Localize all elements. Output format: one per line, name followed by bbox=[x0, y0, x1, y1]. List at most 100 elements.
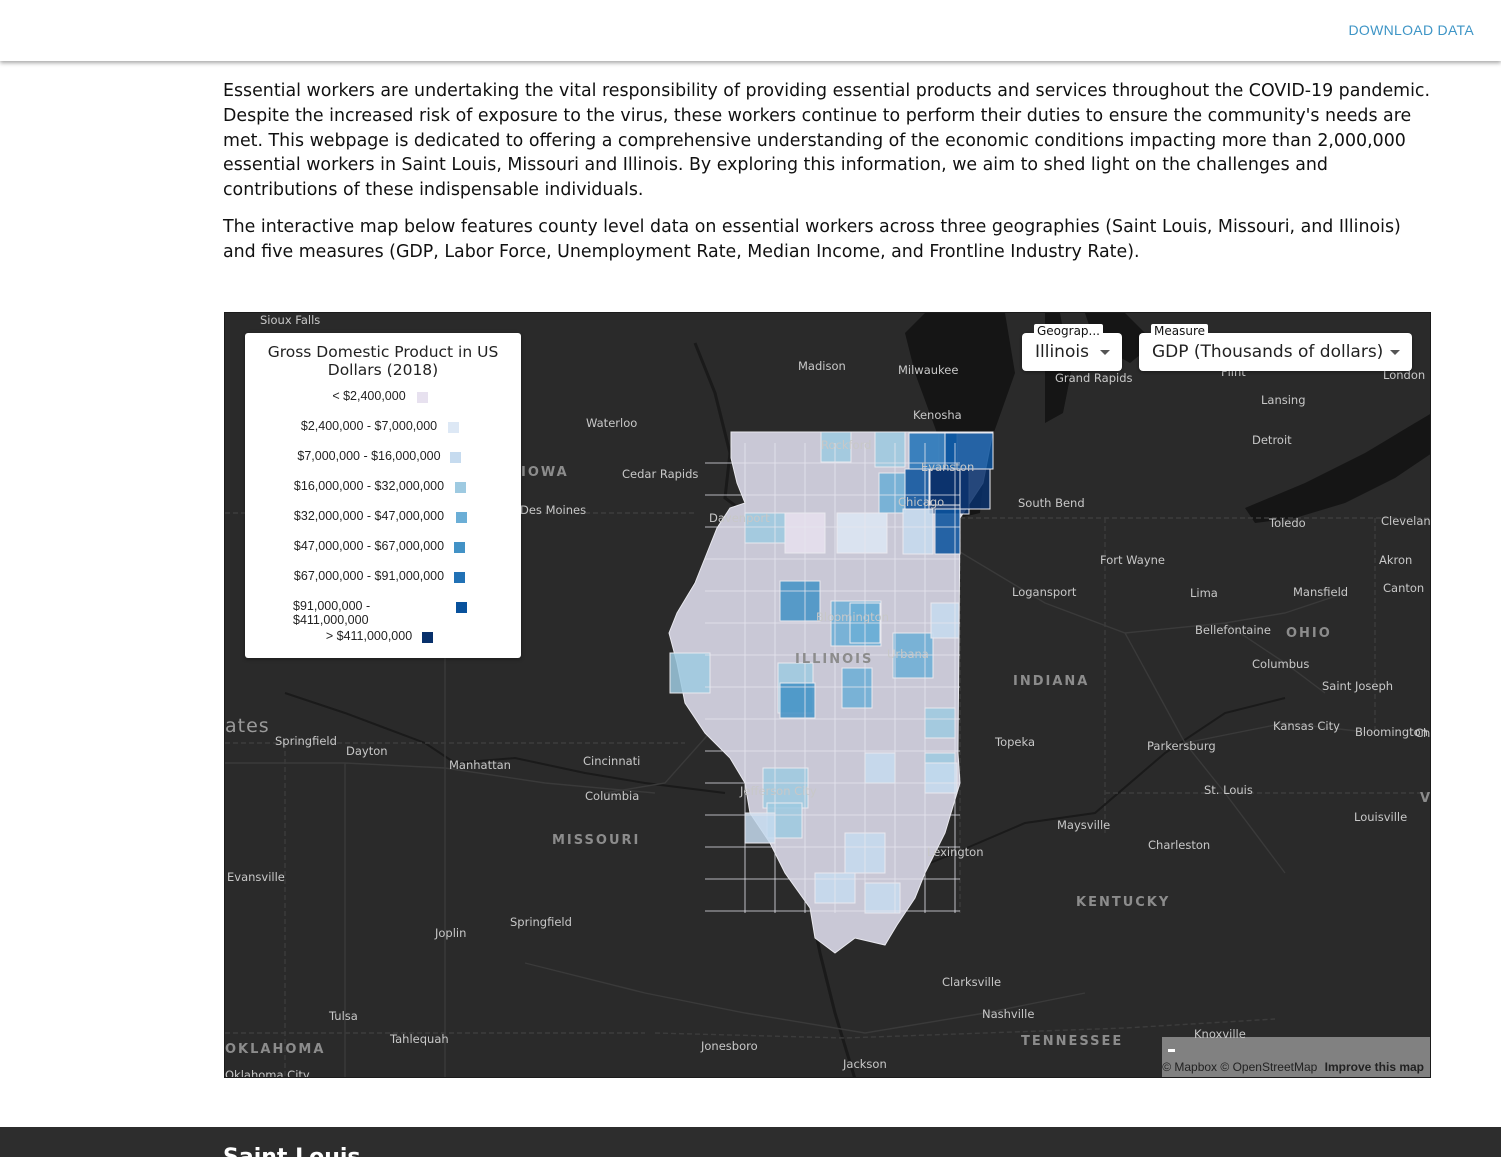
city-label: Akron bbox=[1379, 553, 1413, 567]
city-label: Bellefontaine bbox=[1195, 623, 1271, 637]
region-label: MISSOURI bbox=[552, 833, 641, 848]
interactive-map[interactable]: Sioux Falls Madison Milwaukee Grand Rapids F… bbox=[224, 312, 1431, 1078]
city-label: Saint Joseph bbox=[1322, 679, 1394, 693]
city-label: Nashville bbox=[982, 1007, 1035, 1021]
city-label: Fort Wayne bbox=[1100, 553, 1165, 567]
legend-title: Gross Domestic Product in US Dollars (20… bbox=[267, 343, 499, 379]
region-label: ILLINOIS bbox=[795, 652, 874, 667]
legend-swatch bbox=[456, 602, 467, 613]
city-label: Springfield bbox=[275, 734, 337, 748]
city-label: Evanston bbox=[921, 460, 975, 474]
city-label: Mansfield bbox=[1293, 585, 1349, 599]
legend-item: $16,000,000 - $32,000,000 bbox=[245, 479, 521, 497]
city-label: Evansville bbox=[227, 870, 285, 884]
city-label: Maysville bbox=[1057, 818, 1111, 832]
legend-item-label: < $2,400,000 bbox=[332, 389, 406, 403]
measure-select[interactable]: Measure GDP (Thousands of dollars) bbox=[1139, 324, 1412, 371]
legend-item-label: $91,000,000 - $411,000,000 bbox=[293, 599, 371, 627]
city-label: Tulsa bbox=[329, 1009, 358, 1023]
footer: Saint Louis bbox=[0, 1127, 1501, 1170]
intro-text: Essential workers are undertaking the vi… bbox=[223, 79, 1435, 277]
city-label: Milwaukee bbox=[898, 363, 959, 377]
city-label: Cedar Rapids bbox=[622, 467, 699, 481]
city-label: Clarksville bbox=[942, 975, 1002, 989]
legend-swatch bbox=[417, 392, 428, 403]
osm-attribution-link[interactable]: © OpenStreetMap bbox=[1220, 1060, 1318, 1074]
city-label: Columbus bbox=[1252, 657, 1310, 671]
measure-select-value: GDP (Thousands of dollars) bbox=[1152, 342, 1384, 362]
illinois-counties bbox=[668, 431, 994, 954]
county-shape bbox=[836, 512, 888, 554]
county-shape bbox=[864, 882, 901, 914]
legend-swatch bbox=[422, 632, 433, 643]
legend-item: $47,000,000 - $67,000,000 bbox=[245, 539, 521, 557]
city-label: Lansing bbox=[1261, 393, 1306, 407]
city-label: Urbana bbox=[887, 647, 929, 661]
city-label: Canton bbox=[1383, 581, 1425, 595]
lake-erie bbox=[1245, 414, 1430, 523]
county-shape bbox=[669, 652, 711, 694]
region-label: OHIO bbox=[1286, 626, 1332, 641]
download-data-link[interactable]: DOWNLOAD DATA bbox=[1348, 22, 1474, 38]
basemap-svg[interactable] bbox=[225, 313, 1431, 1078]
county-shape bbox=[892, 632, 934, 679]
city-label: Chicago bbox=[898, 495, 945, 509]
measure-select-label: Measure bbox=[1151, 324, 1208, 339]
scale-bar bbox=[1168, 1049, 1175, 1052]
county-shape bbox=[864, 752, 896, 784]
map-attribution: © Mapbox © OpenStreetMap Improve this ma… bbox=[1162, 1037, 1430, 1077]
county-shape bbox=[930, 602, 960, 639]
city-label: Waterloo bbox=[586, 416, 638, 430]
county-shape bbox=[820, 431, 852, 463]
county-shape bbox=[959, 468, 991, 510]
city-label: Parkersburg bbox=[1147, 739, 1216, 753]
city-label: Kansas City bbox=[1273, 719, 1340, 733]
city-label: Dayton bbox=[346, 744, 388, 758]
city-label: Bloomington bbox=[816, 610, 889, 624]
city-label: Oklahoma City bbox=[225, 1068, 310, 1078]
city-label: Rockford bbox=[821, 438, 872, 452]
city-label: London bbox=[1383, 368, 1426, 382]
legend-item-label: $47,000,000 - $67,000,000 bbox=[293, 539, 445, 553]
missouri-river bbox=[284, 692, 726, 794]
geography-select[interactable]: Geograp... Illinois bbox=[1022, 324, 1122, 371]
city-label: Kenosha bbox=[913, 408, 962, 422]
legend-item: $32,000,000 - $47,000,000 bbox=[245, 509, 521, 527]
geography-select-label: Geograp... bbox=[1034, 324, 1103, 339]
city-label: Des Moines bbox=[520, 503, 587, 517]
legend-item: $7,000,000 - $16,000,000 bbox=[245, 449, 521, 467]
city-label: Joplin bbox=[435, 926, 467, 940]
footer-title: Saint Louis bbox=[223, 1145, 361, 1170]
county-shape bbox=[744, 512, 786, 544]
legend-item: $2,400,000 - $7,000,000 bbox=[245, 419, 521, 437]
region-label: INDIANA bbox=[1013, 674, 1090, 689]
county-shape bbox=[744, 812, 776, 844]
city-label: Logansport bbox=[1012, 585, 1077, 599]
mapbox-attribution-link[interactable]: © Mapbox bbox=[1162, 1060, 1218, 1074]
city-label: Grand Rapids bbox=[1055, 371, 1133, 385]
city-label: Lima bbox=[1190, 586, 1218, 600]
city-label: Topeka bbox=[995, 735, 1035, 749]
county-shape bbox=[762, 767, 809, 809]
city-label: Columbia bbox=[585, 789, 640, 803]
city-label: Detroit bbox=[1252, 433, 1292, 447]
city-label: Cleveland bbox=[1381, 514, 1431, 528]
chevron-down-icon bbox=[1100, 350, 1110, 355]
legend-swatch bbox=[454, 542, 465, 553]
city-label: Tahlequah bbox=[390, 1032, 449, 1046]
region-label: OKLAHOMA bbox=[225, 1042, 326, 1057]
region-label: VI bbox=[1420, 791, 1431, 806]
city-label: Davenport bbox=[709, 511, 770, 525]
legend-item-label: $7,000,000 - $16,000,000 bbox=[297, 449, 441, 463]
legend-item-label: $2,400,000 - $7,000,000 bbox=[300, 419, 438, 433]
map-legend: Gross Domestic Product in US Dollars (20… bbox=[245, 333, 521, 658]
city-label: Madison bbox=[798, 359, 846, 373]
county-shape bbox=[924, 707, 956, 739]
county-shape bbox=[878, 472, 906, 514]
improve-map-link[interactable]: Improve this map bbox=[1324, 1060, 1424, 1074]
county-shape bbox=[902, 508, 934, 555]
region-label: TENNESSEE bbox=[1021, 1034, 1124, 1049]
geography-select-value: Illinois bbox=[1035, 342, 1089, 362]
county-shape bbox=[924, 762, 958, 794]
county-shape bbox=[841, 667, 873, 709]
